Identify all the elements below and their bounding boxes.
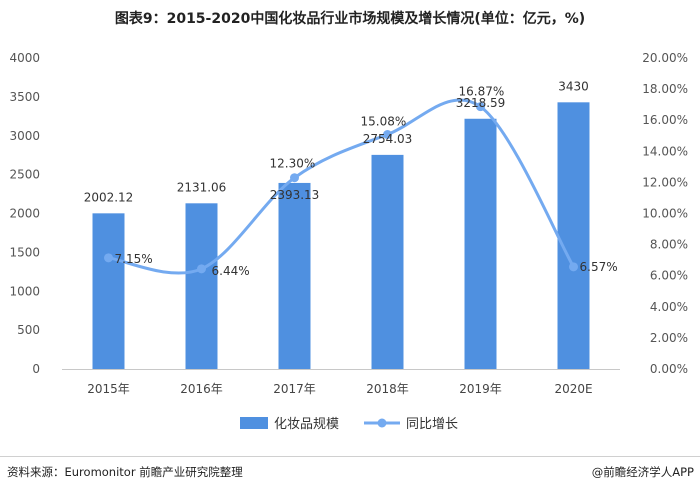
growth-value-label: 16.87% [459,85,505,99]
source-note: 资料来源：Euromonitor 前瞻产业研究院整理 [7,465,243,479]
y-right-tick-label: 10.00% [642,207,688,221]
x-tick-label: 2017年 [273,382,316,396]
growth-point-0 [104,253,113,263]
x-tick-label: 2015年 [87,382,130,396]
y-right-tick-label: 6.00% [650,269,688,283]
legend-line-label: 同比增长 [406,417,458,432]
y-right-tick-label: 8.00% [650,238,688,252]
bar-0 [92,213,125,369]
growth-value-label: 12.30% [270,157,316,171]
bar-3 [371,154,404,369]
bar-1 [185,203,218,369]
y-right-tick-label: 20.00% [642,51,688,65]
x-tick-label: 2016年 [180,382,223,396]
legend-bar-label: 化妆品规模 [274,417,339,432]
footer: 资料来源：Euromonitor 前瞻产业研究院整理 @前瞻经济学人APP [0,456,700,486]
bar-5 [557,102,590,369]
x-tick-label: 2019年 [459,382,502,396]
y-right-tick-label: 0.00% [650,362,688,376]
growth-value-label: 15.08% [361,115,407,129]
y-left-tick-label: 500 [17,323,40,337]
bar-value-label: 2002.12 [84,190,134,204]
y-right-tick-label: 2.00% [650,331,688,345]
legend-bar-swatch [240,417,268,429]
growth-line [108,98,575,275]
bar-value-label: 3430 [558,79,589,93]
chart-svg: 0 500 1000 1500 2000 2500 3000 3500 4000 0.00% 2.0… [9,51,688,432]
y-right-tick-label: 18.00% [642,82,688,96]
bar-value-label: 2754.03 [363,132,413,146]
x-tick-label: 2018年 [366,382,409,396]
bar-value-label: 2131.06 [177,180,227,194]
y-left-tick-label: 4000 [9,51,40,65]
y-left-tick-label: 3000 [9,129,40,143]
growth-value-label: 6.57% [580,260,618,274]
y-left-tick-label: 1500 [9,245,40,259]
y-right-tick-label: 4.00% [650,300,688,314]
growth-value-label: 6.44% [212,264,250,278]
x-tick-label: 2020E [554,382,592,396]
bar-value-label: 2393.13 [270,188,320,202]
growth-value-label: 7.15% [115,252,153,266]
bar-value-label: 3218.59 [456,96,506,110]
y-right-tick-label: 12.00% [642,175,688,189]
y-left-tick-label: 2000 [9,207,40,221]
growth-point-5 [569,262,578,272]
chart-title: 图表9：2015-2020中国化妆品行业市场规模及增长情况(单位：亿元，%) [114,11,586,27]
bar-4 [464,118,497,369]
growth-point-3 [383,130,392,140]
growth-point-2 [290,173,299,183]
growth-point-4 [476,102,485,112]
growth-point-1 [197,264,206,274]
y-right-tick-label: 16.00% [642,113,688,127]
y-left-tick-label: 3500 [9,90,40,104]
y-left-tick-label: 0 [32,362,40,376]
y-left-tick-label: 2500 [9,168,40,182]
legend-line-marker [377,418,387,428]
y-left-tick-label: 1000 [9,284,40,298]
bar-2 [278,182,311,369]
brand-credit: @前瞻经济学人APP [591,465,694,479]
y-right-tick-label: 14.00% [642,144,688,158]
